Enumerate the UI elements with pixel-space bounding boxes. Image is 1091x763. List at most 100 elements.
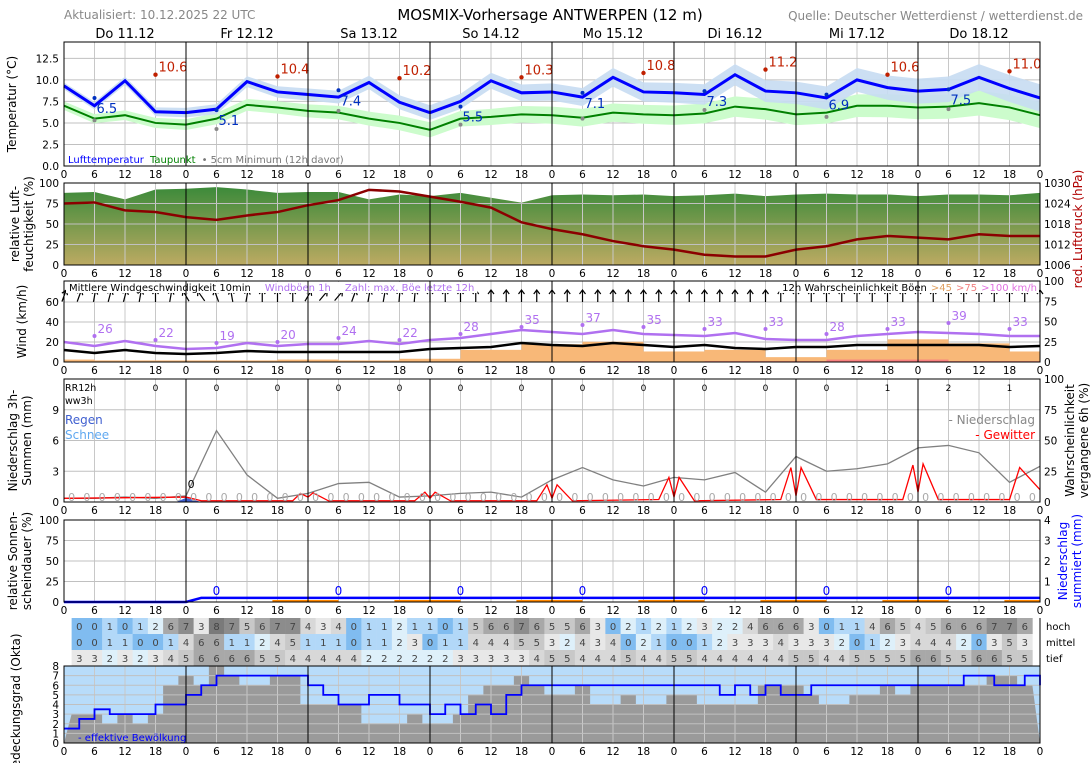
cloud-cell-mittel bbox=[224, 634, 240, 650]
x-tick-label: 6 bbox=[823, 365, 830, 377]
cloud-cell-hoch bbox=[529, 618, 545, 634]
cloud-cell-hoch bbox=[696, 618, 713, 634]
x-tick-label: 18 bbox=[637, 268, 650, 280]
legend-precip-prob: - Niederschlag bbox=[948, 413, 1035, 427]
cloud-value-mittel: 1 bbox=[701, 638, 707, 649]
rr12h-value: 0 bbox=[336, 384, 342, 394]
ww3h-value: 0 bbox=[175, 491, 182, 504]
cloud-value-tief: 4 bbox=[762, 654, 768, 665]
x-tick-label: 0 bbox=[305, 365, 312, 377]
cloud-value-tief: 3 bbox=[76, 654, 82, 665]
cloud-value-mittel: 4 bbox=[274, 638, 280, 649]
cloud-cell-tief bbox=[940, 650, 957, 666]
cloud-value-mittel: 1 bbox=[168, 638, 174, 649]
x-tick-label: 0 bbox=[1037, 746, 1044, 758]
max-gust-label: 20 bbox=[281, 328, 296, 342]
x-tick-label: 18 bbox=[759, 268, 772, 280]
cloud-cell-mittel bbox=[605, 634, 621, 650]
legend-gust-probability: 12h Wahrscheinlichkeit Böen bbox=[782, 283, 927, 294]
max-gust-label: 24 bbox=[342, 324, 357, 338]
axis-label: relative Sonnen-scheindauer (%) bbox=[6, 512, 34, 611]
cloud-cell-tief bbox=[315, 650, 332, 666]
precip-sum-label: 0 bbox=[457, 584, 465, 598]
x-tick-label: 18 bbox=[515, 268, 528, 280]
cloud-cell-tief bbox=[132, 650, 149, 666]
x-tick-label: 0 bbox=[549, 169, 556, 181]
cloud-cell-hoch bbox=[1001, 618, 1018, 634]
cloud-value-hoch: 7 bbox=[991, 622, 997, 633]
cloud-cell-tief bbox=[239, 650, 255, 666]
arrow-head bbox=[502, 289, 510, 295]
x-tick-label: 18 bbox=[515, 746, 528, 758]
page-title: MOSMIX-Vorhersage ANTWERPEN (12 m) bbox=[397, 6, 702, 24]
ww3h-value: 0 bbox=[678, 491, 685, 504]
cloud-cell-hoch bbox=[239, 618, 255, 634]
legend-p75: >75 bbox=[956, 283, 977, 294]
cloud-value-mittel: 1 bbox=[320, 638, 326, 649]
cloud-value-tief: 6 bbox=[930, 654, 936, 665]
x-tick-label: 18 bbox=[515, 365, 528, 377]
ww3h-value: 0 bbox=[571, 491, 578, 504]
ww3h-value: 0 bbox=[785, 491, 792, 504]
x-tick-label: 12 bbox=[484, 605, 497, 617]
cloud-value-tief: 4 bbox=[747, 654, 753, 665]
x-tick-label: 18 bbox=[759, 505, 772, 517]
cloud-value-tief: 5 bbox=[900, 654, 906, 665]
y-tick-label: 0 bbox=[52, 260, 59, 272]
cloud-value-mittel: 3 bbox=[900, 638, 906, 649]
arrow-head bbox=[563, 289, 571, 295]
cloud-value-hoch: 7 bbox=[274, 622, 280, 633]
cloud-cell-tief bbox=[330, 650, 347, 666]
cloud-value-hoch: 3 bbox=[595, 622, 601, 633]
cloud-cell-mittel bbox=[834, 634, 850, 650]
gust-prob-45-bar bbox=[704, 349, 766, 362]
max-temp-point bbox=[1007, 69, 1012, 74]
cloud-value-hoch: 6 bbox=[762, 622, 768, 633]
max-temp-label: 10.8 bbox=[647, 59, 676, 74]
cloud-value-tief: 5 bbox=[671, 654, 677, 665]
x-tick-label: 0 bbox=[671, 365, 678, 377]
cloud-value-hoch: 2 bbox=[656, 622, 662, 633]
cloud-cell-tief bbox=[224, 650, 240, 666]
panel-border bbox=[63, 41, 1041, 167]
cloud-value-hoch: 6 bbox=[488, 622, 494, 633]
cloud-cell-mittel bbox=[300, 634, 316, 650]
cloud-cell-mittel bbox=[178, 634, 194, 650]
cloud-cell-hoch bbox=[71, 618, 88, 634]
y2-tick-label: 1030 bbox=[1044, 178, 1071, 190]
wind-arrow-icon bbox=[701, 289, 708, 302]
cloud-value-mittel: 3 bbox=[808, 638, 814, 649]
cloud-cell-tief bbox=[712, 650, 728, 666]
cloud-value-mittel: 3 bbox=[762, 638, 768, 649]
cloud-cell-mittel bbox=[712, 634, 728, 650]
rr12h-value: 0 bbox=[519, 384, 525, 394]
x-tick-label: 6 bbox=[457, 169, 464, 181]
cloud-cell-tief bbox=[452, 650, 469, 666]
ww3h-value: 0 bbox=[404, 491, 411, 504]
x-tick-label: 0 bbox=[427, 169, 434, 181]
x-tick-label: 6 bbox=[91, 746, 98, 758]
wind-arrow-icon bbox=[609, 289, 617, 302]
x-tick-label: 6 bbox=[213, 268, 220, 280]
arrow-head bbox=[624, 289, 632, 295]
cloud-value-mittel: 0 bbox=[152, 638, 158, 649]
cloud-value-tief: 6 bbox=[229, 654, 235, 665]
y-tick-label: 12.5 bbox=[36, 53, 59, 65]
cloud-value-hoch: 6 bbox=[976, 622, 982, 633]
cloud-cell-mittel bbox=[696, 634, 713, 650]
x-tick-label: 12 bbox=[972, 169, 985, 181]
cloud-value-mittel: 4 bbox=[778, 638, 784, 649]
x-tick-label: 12 bbox=[850, 746, 863, 758]
cloud-value-hoch: 7 bbox=[183, 622, 189, 633]
x-tick-label: 6 bbox=[335, 605, 342, 617]
day-label: Di 16.12 bbox=[708, 27, 763, 42]
cloud-value-hoch: 5 bbox=[549, 622, 555, 633]
x-tick-label: 6 bbox=[945, 169, 952, 181]
x-tick-label: 18 bbox=[881, 365, 894, 377]
x-tick-label: 6 bbox=[335, 169, 342, 181]
cloud-value-mittel: 4 bbox=[183, 638, 189, 649]
cloud-value-mittel: 0 bbox=[91, 638, 97, 649]
cloud-value-mittel: 0 bbox=[671, 638, 677, 649]
cloud-value-mittel: 1 bbox=[244, 638, 250, 649]
y2-tick-label: 50 bbox=[1044, 317, 1057, 329]
